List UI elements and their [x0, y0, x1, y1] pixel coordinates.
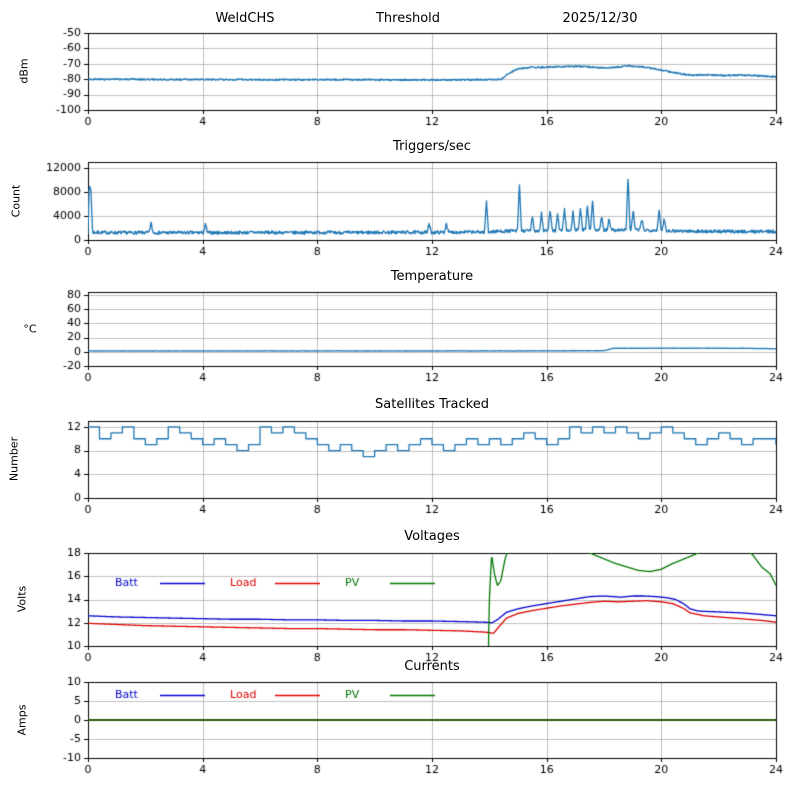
panel-signal-strength: WeldCHS Threshold 2025/12/30 dBm [0, 4, 800, 132]
chart-title-satellites: Satellites Tracked [375, 397, 489, 412]
panel-triggers: Triggers/sec Count [0, 136, 800, 258]
chart-title-currents: Currents [404, 659, 460, 674]
satellites-chart [0, 394, 800, 518]
chart-title-date: 2025/12/30 [562, 11, 638, 26]
y-axis-label-count: Count [9, 184, 23, 218]
voltages-chart [0, 524, 800, 666]
triggers-chart [0, 136, 800, 258]
temperature-chart [0, 266, 800, 388]
chart-title-station: WeldCHS [215, 11, 275, 26]
y-axis-label-amps: Amps [15, 704, 29, 736]
y-axis-label-dbm: dBm [17, 58, 31, 84]
currents-chart [0, 656, 800, 780]
panel-satellites: Satellites Tracked Number [0, 394, 800, 518]
panel-voltages: Voltages Volts [0, 524, 800, 666]
signal-strength-chart [0, 4, 800, 132]
y-axis-label-volts: Volts [15, 585, 29, 613]
chart-title-temperature: Temperature [390, 269, 474, 284]
panel-currents: Currents Amps [0, 656, 800, 780]
y-axis-label-celsius: °C [23, 322, 37, 336]
chart-title-voltages: Voltages [404, 529, 460, 544]
panel-temperature: Temperature °C [0, 266, 800, 388]
y-axis-label-number: Number [7, 436, 21, 482]
chart-title-triggers: Triggers/sec [393, 139, 471, 154]
chart-title-metric: Threshold [375, 11, 441, 26]
